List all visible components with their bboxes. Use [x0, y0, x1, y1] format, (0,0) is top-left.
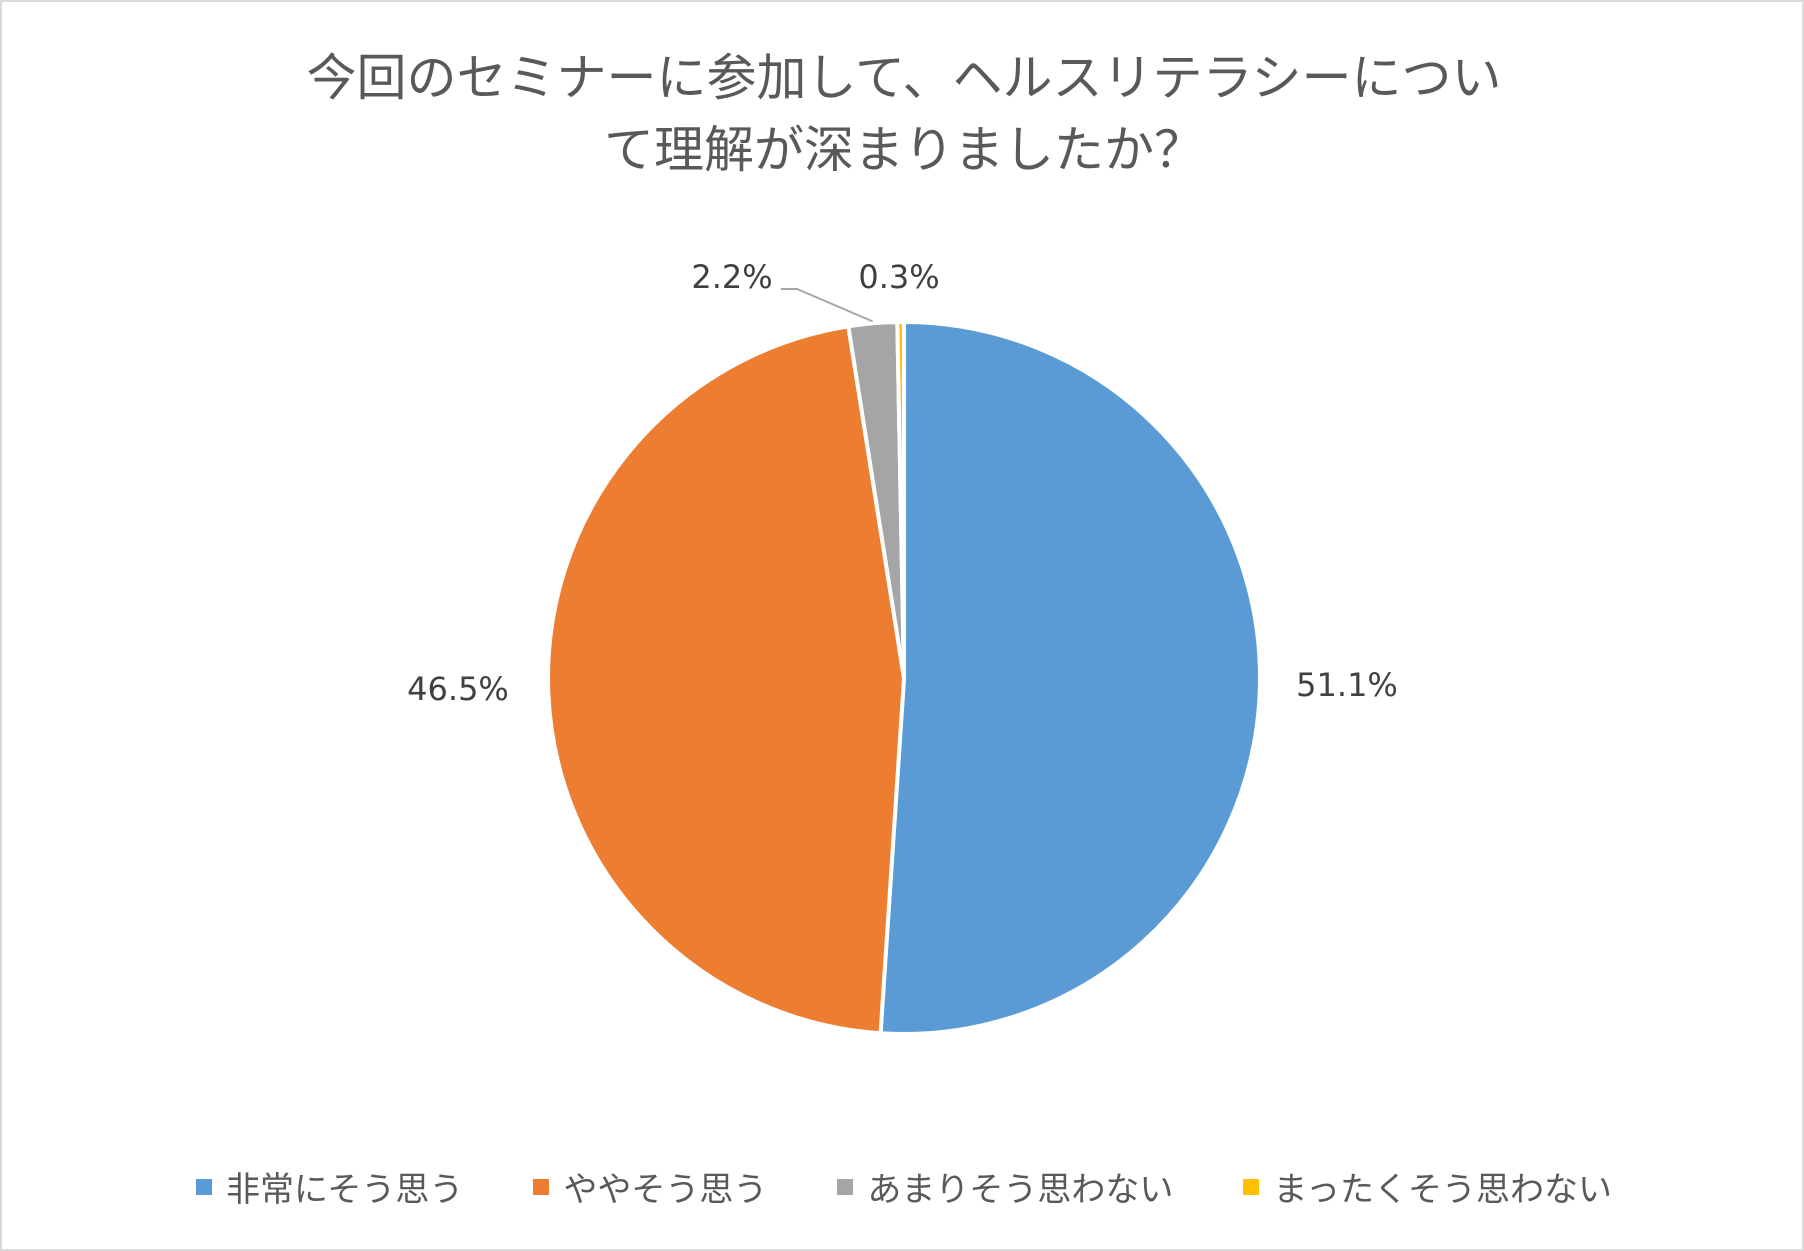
- legend-swatch-4: [1243, 1178, 1260, 1195]
- legend-swatch-3: [837, 1178, 854, 1195]
- legend-item-1: 非常にそう思う: [196, 1162, 463, 1211]
- pie-slice-4: [895, 319, 906, 680]
- legend-swatch-1: [196, 1178, 213, 1195]
- chart-title-line-2: て理解が深まりましたか？: [604, 121, 1204, 179]
- legend-item-3: あまりそう思わない: [837, 1162, 1173, 1211]
- legend-label-2: ややそう思う: [563, 1170, 768, 1210]
- legend-label-3: あまりそう思わない: [867, 1170, 1174, 1210]
- data-label-4: 0.3%: [858, 258, 939, 296]
- leader-line-3: [781, 288, 873, 323]
- pie-slice-1: [878, 320, 1262, 1036]
- data-label-2: 46.5%: [407, 670, 509, 708]
- pie-slice-2: [546, 324, 906, 1036]
- legend-label-1: 非常にそう思う: [226, 1170, 464, 1210]
- legend: 非常にそう思う ややそう思う あまりそう思わない まったくそう思わない: [2, 1162, 1802, 1211]
- data-label-1: 51.1%: [1296, 666, 1398, 704]
- legend-item-2: ややそう思う: [533, 1162, 767, 1211]
- legend-label-4: まったくそう思わない: [1273, 1170, 1612, 1210]
- chart-title: 今回のセミナーに参加して、ヘルスリテラシーについ て理解が深まりましたか？: [2, 42, 1802, 186]
- legend-item-4: まったくそう思わない: [1243, 1162, 1612, 1211]
- legend-swatch-2: [533, 1178, 550, 1195]
- chart-title-line-1: 今回のセミナーに参加して、ヘルスリテラシーについ: [306, 49, 1502, 107]
- data-label-3: 2.2%: [691, 258, 772, 296]
